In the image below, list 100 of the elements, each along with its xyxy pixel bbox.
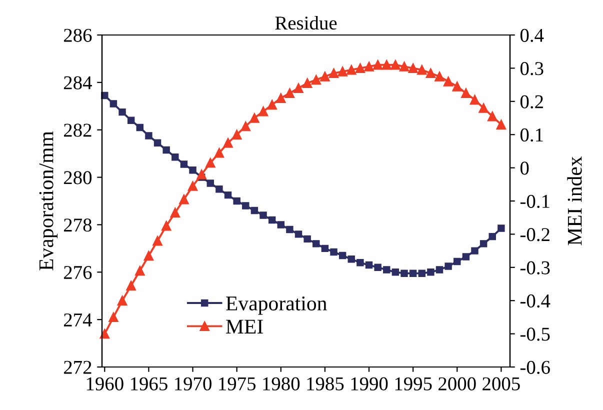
x-tick-label: 1995	[395, 377, 432, 390]
point	[179, 194, 189, 204]
y-tick-label: 272	[64, 360, 92, 374]
y2-tick-label: 0	[520, 162, 529, 175]
point	[110, 100, 118, 108]
point	[284, 88, 295, 98]
point	[135, 266, 145, 276]
point	[338, 252, 346, 260]
point	[461, 88, 471, 98]
point	[328, 68, 339, 78]
x-tick-label: 1960	[86, 377, 124, 390]
y2-tick-label: -0.4	[520, 294, 550, 308]
point	[302, 78, 312, 88]
point	[223, 138, 233, 148]
point	[268, 216, 276, 224]
y2-tick-label: -0.1	[520, 194, 550, 208]
point	[294, 83, 304, 93]
point	[232, 130, 242, 140]
point	[382, 60, 392, 70]
point	[390, 60, 400, 70]
y-tick-label: 274	[64, 313, 92, 326]
point	[365, 261, 373, 269]
point	[154, 139, 162, 147]
point	[478, 103, 488, 113]
point	[118, 108, 126, 116]
point	[443, 76, 454, 86]
point	[436, 266, 444, 274]
point	[136, 124, 144, 132]
point	[250, 206, 258, 214]
point	[409, 270, 417, 277]
point	[276, 93, 286, 103]
point	[462, 253, 470, 260]
y2-tick-label: -0.3	[520, 261, 550, 274]
point	[364, 62, 374, 72]
point	[170, 208, 180, 218]
point	[348, 255, 355, 263]
y2-tick-label: 0.4	[520, 28, 544, 42]
point	[496, 120, 506, 130]
point	[216, 186, 223, 193]
legend-label: MEI	[226, 320, 263, 334]
point	[356, 259, 364, 266]
y-tick-label: 282	[64, 124, 92, 137]
point	[294, 230, 302, 238]
point	[321, 244, 329, 252]
point	[152, 236, 162, 246]
point	[250, 113, 260, 123]
y-axis-title: Evaporation/mm	[39, 131, 58, 270]
y-tick-label: 276	[64, 266, 92, 280]
x-tick-label: 2005	[482, 377, 520, 390]
point	[145, 132, 152, 140]
y2-axis-title: MEI index	[567, 156, 582, 246]
x-tick-label: 1965	[130, 377, 168, 390]
point	[267, 100, 277, 110]
point	[426, 68, 436, 78]
point	[144, 250, 154, 261]
point	[374, 264, 382, 272]
point	[434, 72, 444, 82]
point	[233, 197, 240, 205]
point	[427, 268, 434, 276]
point	[206, 180, 214, 187]
point	[408, 63, 418, 74]
point	[320, 72, 330, 82]
point	[304, 235, 311, 243]
point	[400, 270, 408, 277]
point	[127, 116, 135, 124]
point	[172, 154, 179, 161]
point	[242, 202, 250, 210]
y-tick-label: 280	[64, 171, 92, 184]
x-tick-label: 1980	[263, 377, 300, 390]
point	[117, 296, 128, 306]
point	[444, 262, 452, 270]
y-tick-label: 286	[64, 28, 92, 42]
point	[277, 221, 284, 228]
point	[161, 221, 172, 231]
point	[418, 270, 426, 277]
point	[101, 92, 108, 100]
point	[196, 170, 206, 180]
point	[372, 60, 383, 70]
y2-tick-label: -0.6	[520, 360, 550, 374]
point	[330, 248, 338, 256]
point	[399, 62, 410, 72]
y2-tick-label: 0.1	[520, 128, 543, 142]
point	[214, 148, 224, 158]
point	[452, 82, 462, 92]
y-tick-label: 284	[64, 76, 92, 90]
point	[488, 111, 498, 122]
point	[260, 212, 267, 219]
point	[258, 106, 268, 116]
point	[312, 240, 320, 248]
point	[383, 266, 390, 274]
point	[188, 181, 198, 191]
point	[180, 160, 188, 168]
point	[206, 158, 216, 168]
point	[286, 226, 294, 234]
point	[417, 65, 427, 75]
point	[480, 240, 488, 248]
point	[454, 258, 461, 266]
point	[392, 268, 400, 276]
y2-tick-label: -0.2	[520, 228, 550, 242]
x-tick-label: 1990	[351, 377, 388, 390]
